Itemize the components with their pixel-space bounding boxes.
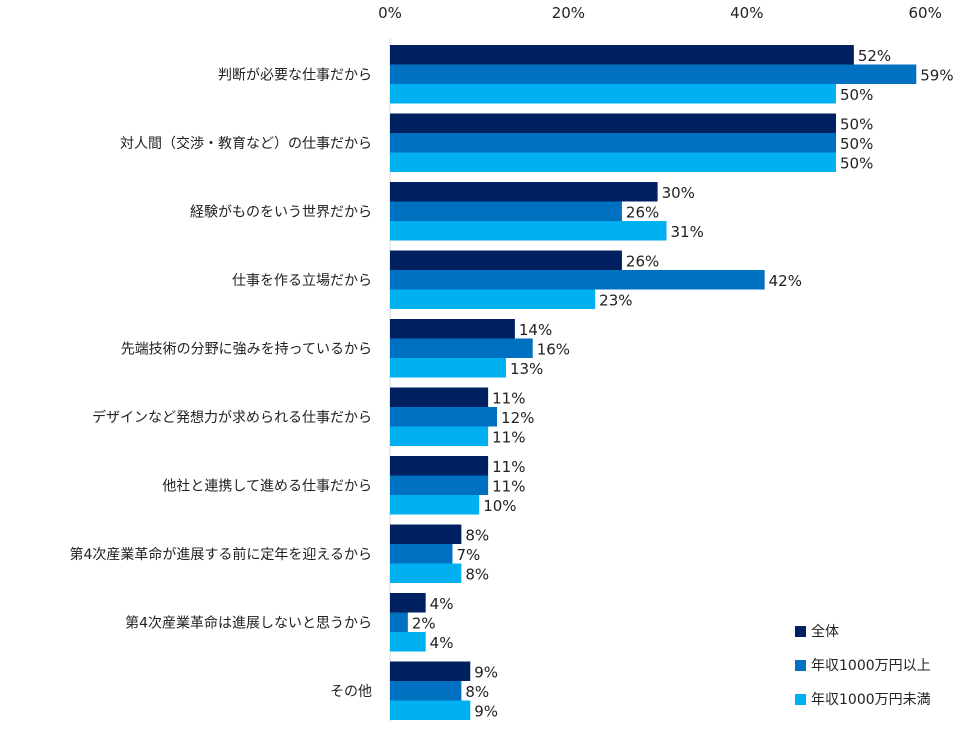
bars-layer xyxy=(390,45,917,720)
category-labels: 判断が必要な仕事だから対人間（交渉・教育など）の仕事だから経験がものをいう世界だ… xyxy=(70,67,373,700)
bar xyxy=(390,632,426,652)
legend-label: 年収1000万円未満 xyxy=(811,692,931,708)
data-label: 7% xyxy=(456,546,480,564)
category-label: 経験がものをいう世界だから xyxy=(190,204,372,220)
bar xyxy=(390,250,622,270)
category-label: 仕事を作る立場だから xyxy=(232,273,372,289)
data-label: 26% xyxy=(626,203,659,221)
bar xyxy=(390,84,836,104)
bar xyxy=(390,182,658,202)
data-label: 14% xyxy=(519,321,552,339)
bar xyxy=(390,495,480,515)
category-label: デザインなど発想力が求められる仕事だから xyxy=(92,409,372,426)
data-label: 50% xyxy=(840,115,873,133)
data-label: 31% xyxy=(671,223,704,241)
data-label: 13% xyxy=(510,360,543,378)
bar xyxy=(390,475,489,495)
bar xyxy=(390,152,836,172)
data-label: 9% xyxy=(474,702,498,720)
bar xyxy=(390,221,667,241)
data-label: 11% xyxy=(492,428,525,446)
data-label: 50% xyxy=(840,86,873,104)
category-label: 他社と連携して進める仕事だから xyxy=(162,478,372,494)
data-label: 4% xyxy=(430,595,454,613)
data-label: 50% xyxy=(840,154,873,172)
bar xyxy=(390,681,462,701)
x-tick-label: 40% xyxy=(730,4,763,22)
legend-label: 年収1000万円以上 xyxy=(811,658,931,674)
x-tick-label: 0% xyxy=(378,4,402,22)
bar xyxy=(390,358,506,378)
bar xyxy=(390,661,471,681)
bar xyxy=(390,593,426,613)
legend-swatch xyxy=(795,625,806,637)
value-labels: 52%59%50%50%50%50%30%26%31%26%42%23%14%1… xyxy=(412,47,954,721)
data-label: 30% xyxy=(662,184,695,202)
bar xyxy=(390,133,836,153)
bar xyxy=(390,338,533,358)
data-label: 50% xyxy=(840,135,873,153)
data-label: 10% xyxy=(483,497,516,515)
data-label: 16% xyxy=(537,340,570,358)
bar xyxy=(390,319,515,339)
legend-item: 年収1000万円以上 xyxy=(795,648,931,682)
data-label: 26% xyxy=(626,252,659,270)
category-label: その他 xyxy=(330,684,372,700)
legend-item: 全体 xyxy=(795,614,931,648)
bar xyxy=(390,612,408,632)
legend-item: 年収1000万円未満 xyxy=(795,682,931,716)
bar xyxy=(390,524,462,544)
category-label: 対人間（交渉・教育など）の仕事だから xyxy=(120,135,372,152)
data-label: 11% xyxy=(492,458,525,476)
bar xyxy=(390,64,917,84)
category-label: 第4次産業革命が進展する前に定年を迎えるから xyxy=(70,546,373,563)
bar xyxy=(390,45,854,65)
bar xyxy=(390,113,836,133)
bar xyxy=(390,426,489,446)
category-label: 先端技術の分野に強みを持っているから xyxy=(121,341,372,357)
legend-swatch xyxy=(795,693,806,705)
bar xyxy=(390,407,498,427)
data-label: 8% xyxy=(465,683,489,701)
category-label: 第4次産業革命は進展しないと思うから xyxy=(125,614,372,631)
legend-label: 全体 xyxy=(811,624,839,640)
data-label: 11% xyxy=(492,477,525,495)
data-label: 52% xyxy=(858,47,891,65)
x-tick-label: 60% xyxy=(909,4,942,22)
bar xyxy=(390,270,765,290)
bar xyxy=(390,201,622,221)
data-label: 9% xyxy=(474,663,498,681)
bar xyxy=(390,563,462,583)
data-label: 8% xyxy=(465,526,489,544)
data-label: 11% xyxy=(492,389,525,407)
bar xyxy=(390,700,471,720)
legend: 全体 年収1000万円以上 年収1000万円未満 xyxy=(795,614,931,716)
data-label: 12% xyxy=(501,409,534,427)
bar xyxy=(390,456,489,476)
data-label: 59% xyxy=(920,66,953,84)
category-label: 判断が必要な仕事だから xyxy=(218,67,372,83)
bar xyxy=(390,544,453,564)
legend-swatch xyxy=(795,659,806,671)
bar xyxy=(390,387,489,407)
data-label: 23% xyxy=(599,291,632,309)
data-label: 8% xyxy=(465,565,489,583)
x-tick-label: 20% xyxy=(552,4,585,22)
data-label: 42% xyxy=(769,272,802,290)
data-label: 4% xyxy=(430,634,454,652)
data-label: 2% xyxy=(412,614,436,632)
bar xyxy=(390,289,596,309)
